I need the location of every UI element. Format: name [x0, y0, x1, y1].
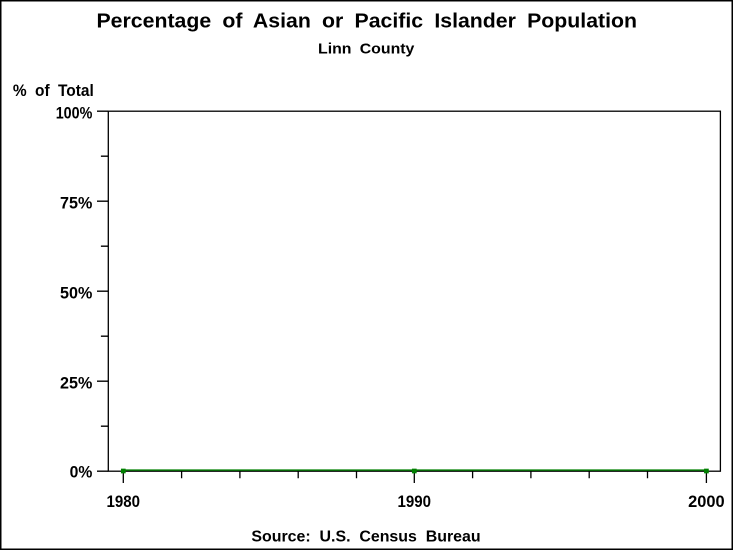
- svg-text:25%: 25%: [60, 374, 92, 393]
- svg-text:1990: 1990: [398, 492, 432, 511]
- svg-text:1980: 1980: [107, 492, 141, 511]
- svg-text:Source: U.S. Census Bureau: Source: U.S. Census Bureau: [251, 529, 480, 546]
- svg-text:50%: 50%: [60, 284, 92, 303]
- svg-text:Linn County: Linn County: [318, 40, 415, 57]
- svg-text:2000: 2000: [688, 492, 725, 511]
- svg-text:% of Total: % of Total: [13, 81, 94, 100]
- svg-text:75%: 75%: [60, 194, 92, 213]
- svg-text:100%: 100%: [56, 104, 93, 123]
- svg-text:Percentage of Asian or Pacific: Percentage of Asian or Pacific Islander …: [97, 11, 638, 33]
- svg-text:0%: 0%: [70, 463, 93, 482]
